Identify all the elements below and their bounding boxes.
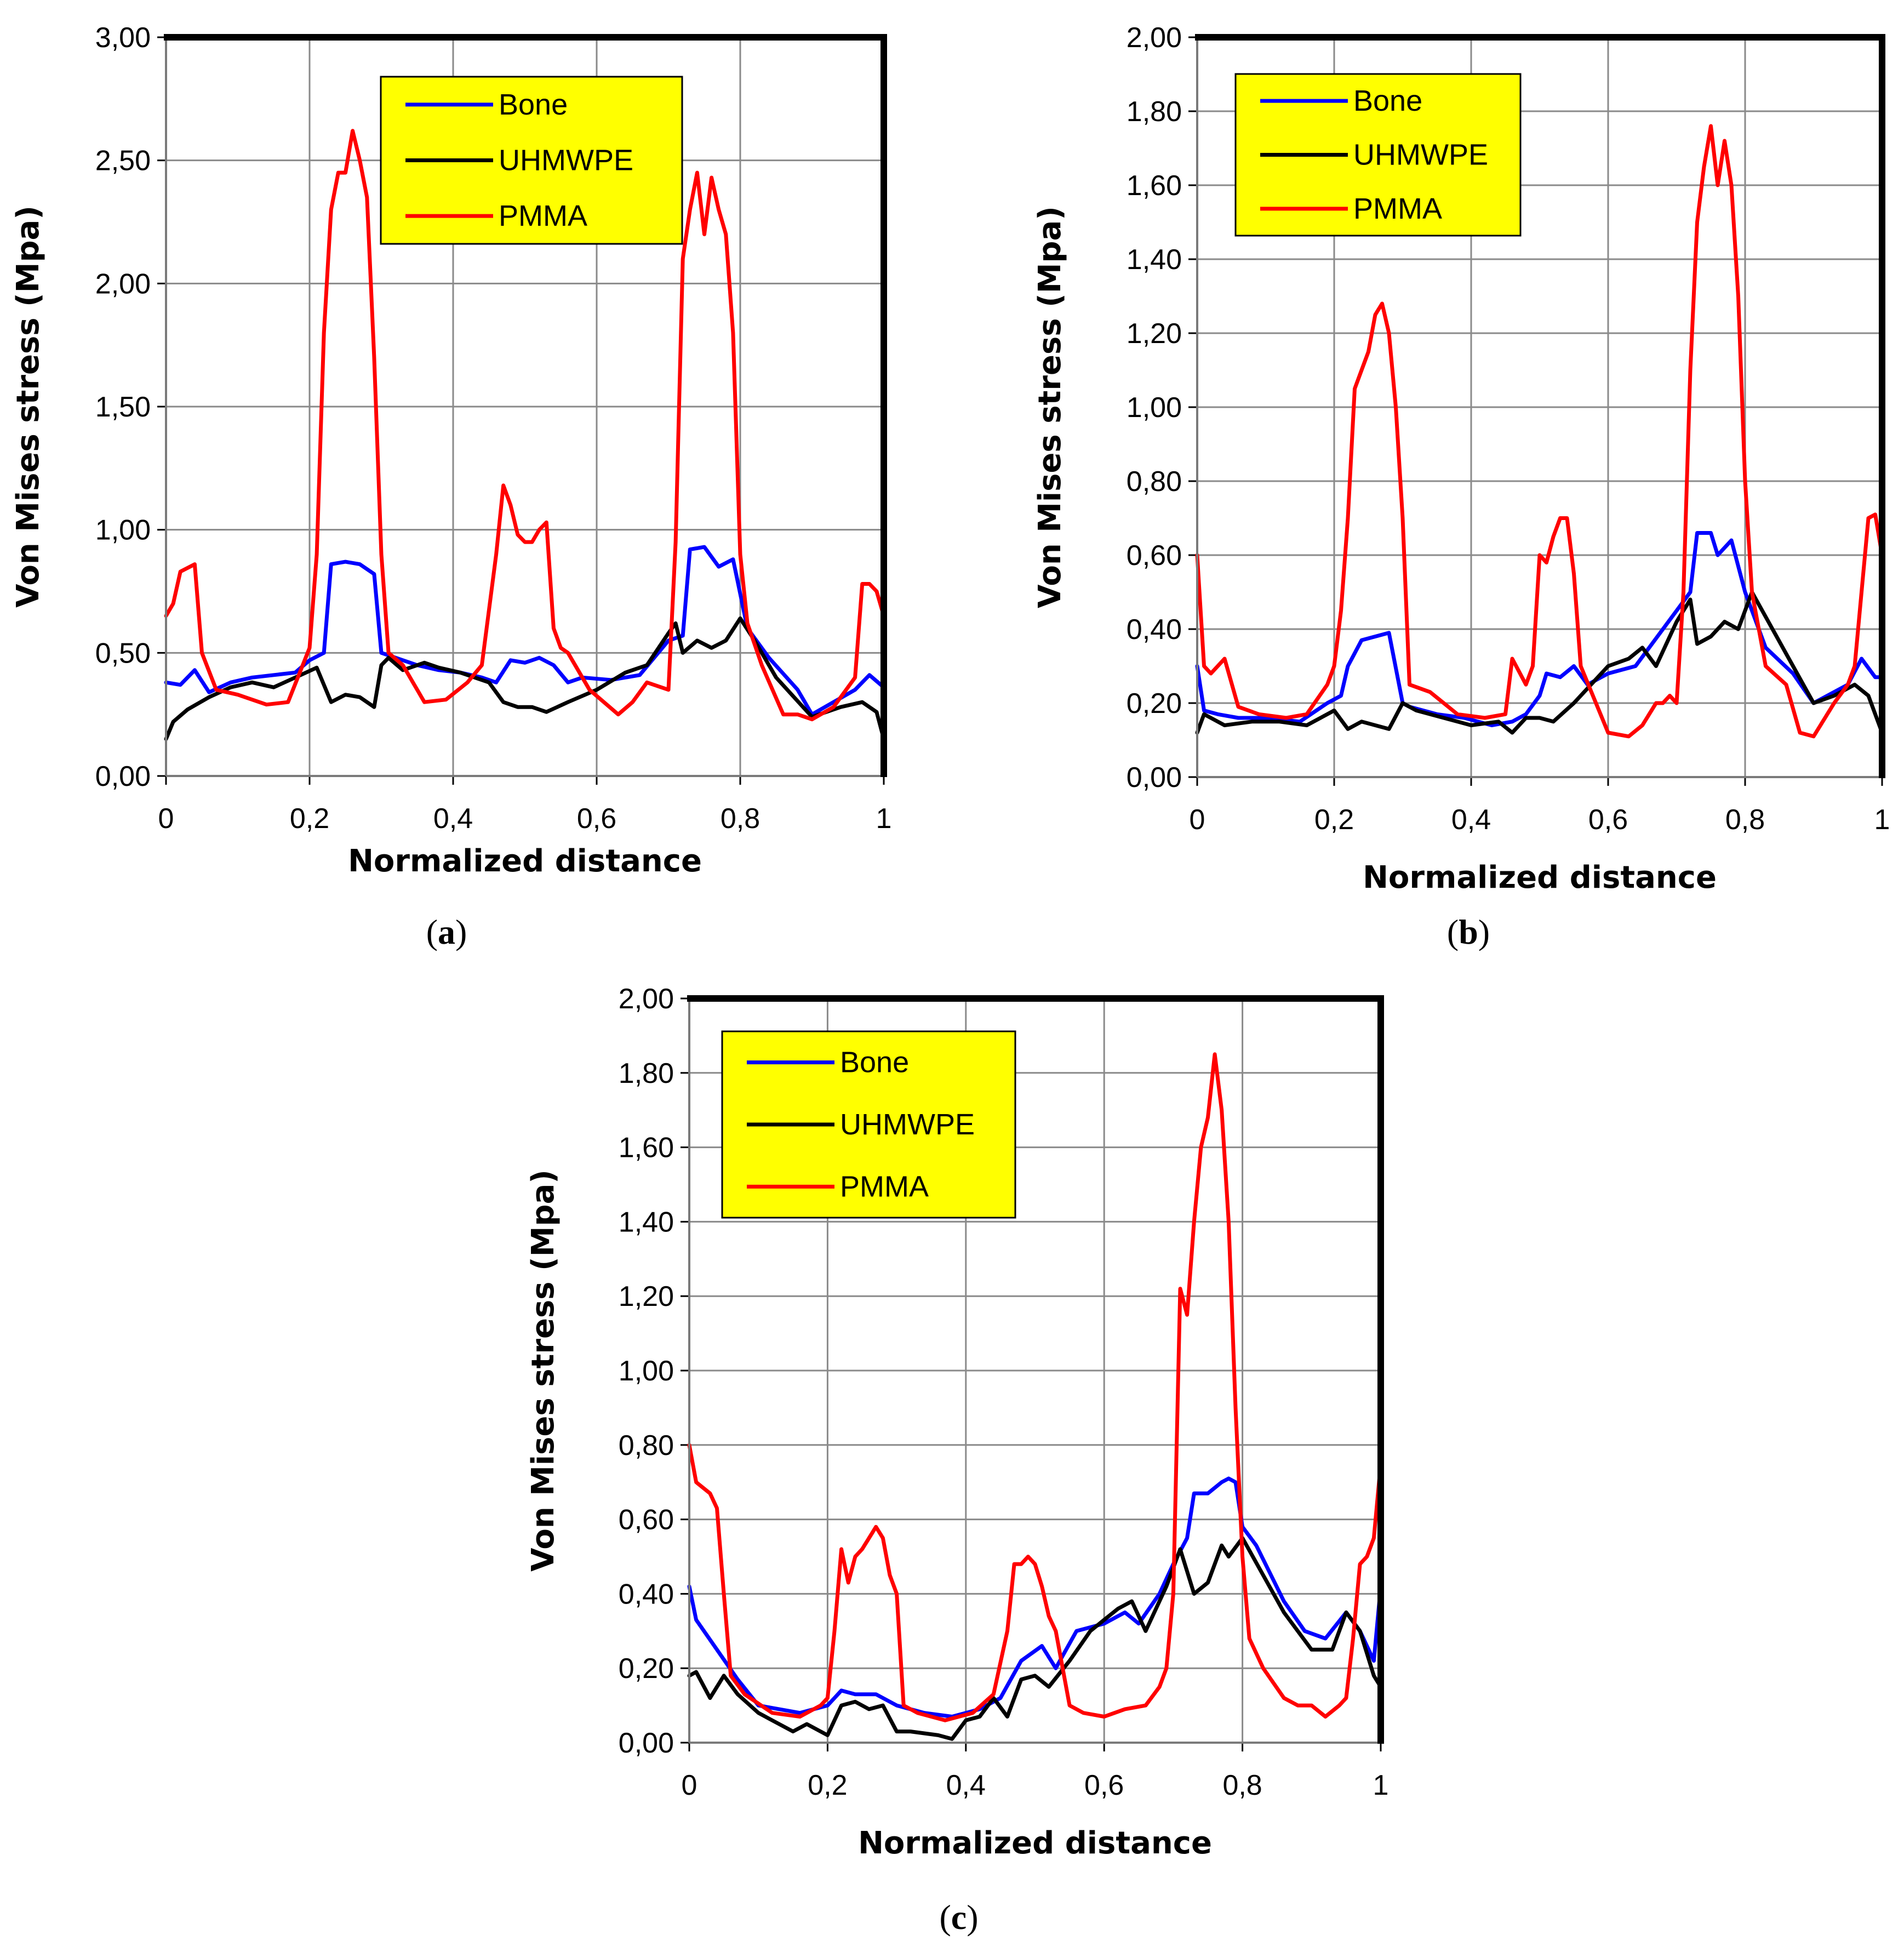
y-tick-label: 0,80 [1127,466,1182,498]
legend-label: Bone [1353,84,1422,117]
x-tick-label: 0,8 [721,803,760,835]
y-tick-label: 0,80 [619,1430,674,1462]
y-tick-label: 0,40 [619,1578,674,1610]
y-tick-label: 0,20 [619,1653,674,1685]
x-axis-title: Normalized distance [1363,860,1717,895]
y-tick-label: 1,40 [619,1206,674,1238]
x-tick-label: 0,2 [1314,804,1354,836]
y-tick-label: 1,00 [1127,392,1182,424]
legend-label: UHMWPE [499,144,633,177]
y-axis-title: Von Mises stress (Mpa) [10,206,46,608]
x-tick-label: 1 [876,803,892,835]
legend-label: PMMA [499,199,587,232]
series-line-uhmwpe [1195,590,1884,735]
legend-label: PMMA [1353,192,1442,225]
x-tick-label: 0 [158,803,174,835]
y-tick-label: 0,40 [1127,614,1182,646]
caption-paren-close: ) [1478,912,1490,951]
x-tick-label: 0,6 [577,803,616,835]
x-tick-label: 0,2 [290,803,329,835]
y-tick-label: 1,80 [1127,96,1182,128]
y-tick-label: 1,00 [95,515,151,546]
x-tick-label: 0,4 [946,1770,986,1801]
y-tick-label: 1,20 [1127,318,1182,350]
legend: Bone UHMWPE PMMA [380,76,683,245]
y-tick-label: 1,20 [619,1281,674,1312]
y-tick-label: 0,20 [1127,688,1182,720]
caption-letter: a [438,912,455,951]
y-tick-label: 2,00 [95,268,151,300]
x-axis-title: Normalized distance [858,1825,1212,1861]
y-tick-label: 1,80 [619,1058,674,1089]
y-tick-label: 1,60 [619,1132,674,1164]
series-line-uhmwpe [687,1536,1383,1741]
legend: Bone UHMWPE PMMA [1234,73,1522,237]
legend-label: UHMWPE [840,1108,975,1141]
y-tick-label: 0,00 [1127,762,1182,794]
x-tick-label: 0,6 [1084,1770,1124,1801]
series-line-pmma [687,1052,1383,1722]
y-tick-label: 0,00 [619,1727,674,1759]
panel-caption: (c) [939,1898,978,1937]
chart-panel-c: 0 0,2 0,4 0,6 0,8 1 0,00 0,20 0,40 0,60 0,80 1,00 1,… [525,983,1388,1937]
y-tick-label: 1,60 [1127,170,1182,202]
y-tick-label: 1,50 [95,391,151,423]
y-axis-title: Von Mises stress (Mpa) [525,1169,561,1572]
chart-panel-b: 0 0,2 0,4 0,6 0,8 1 0,00 0,20 0,40 0,60 0,80 1,00 1,… [1032,22,1890,951]
x-tick-label: 0,8 [1725,804,1765,836]
chart-panel-a: 0 0,2 0,4 0,6 0,8 1 0,00 0,50 1,00 1,50 2,00 2,50 3,… [10,22,891,951]
y-tick-label: 0,60 [1127,540,1182,572]
caption-paren-close: ) [967,1898,978,1937]
x-tick-label: 1 [1874,804,1890,836]
legend-label: PMMA [840,1170,929,1203]
y-tick-label: 0,60 [619,1504,674,1536]
legend-label: Bone [840,1046,909,1079]
legend-label: Bone [499,88,568,121]
x-axis-title: Normalized distance [348,843,702,879]
x-tick-label: 0,6 [1588,804,1628,836]
x-tick-label: 0,4 [433,803,473,835]
y-tick-label: 0,50 [95,637,151,669]
panel-caption: (a) [426,912,467,951]
caption-letter: b [1459,912,1478,951]
caption-paren-open: ( [1447,912,1459,951]
x-tick-label: 0,8 [1222,1770,1262,1801]
y-tick-label: 2,00 [1127,22,1182,54]
panel-caption: (b) [1447,912,1490,951]
legend-label: UHMWPE [1353,139,1488,172]
y-tick-label: 1,00 [619,1355,674,1387]
caption-paren-open: ( [426,912,438,951]
x-tick-label: 0 [682,1770,697,1801]
legend: Bone UHMWPE PMMA [721,1030,1016,1219]
x-tick-label: 0,2 [808,1770,847,1801]
caption-paren-close: ) [455,912,467,951]
caption-paren-open: ( [939,1898,951,1937]
y-tick-label: 3,00 [95,22,151,54]
y-tick-label: 0,00 [95,761,151,792]
x-tick-label: 0,4 [1451,804,1491,836]
y-tick-label: 2,00 [619,983,674,1015]
y-axis-title: Von Mises stress (Mpa) [1032,206,1068,608]
x-tick-label: 1 [1373,1770,1389,1801]
series-line-pmma [1195,124,1884,739]
caption-letter: c [951,1898,967,1937]
series-line-uhmwpe [164,616,886,741]
y-tick-label: 1,40 [1127,244,1182,276]
x-tick-label: 0 [1190,804,1205,836]
y-tick-label: 2,50 [95,145,151,177]
series-line-pmma [164,129,886,722]
